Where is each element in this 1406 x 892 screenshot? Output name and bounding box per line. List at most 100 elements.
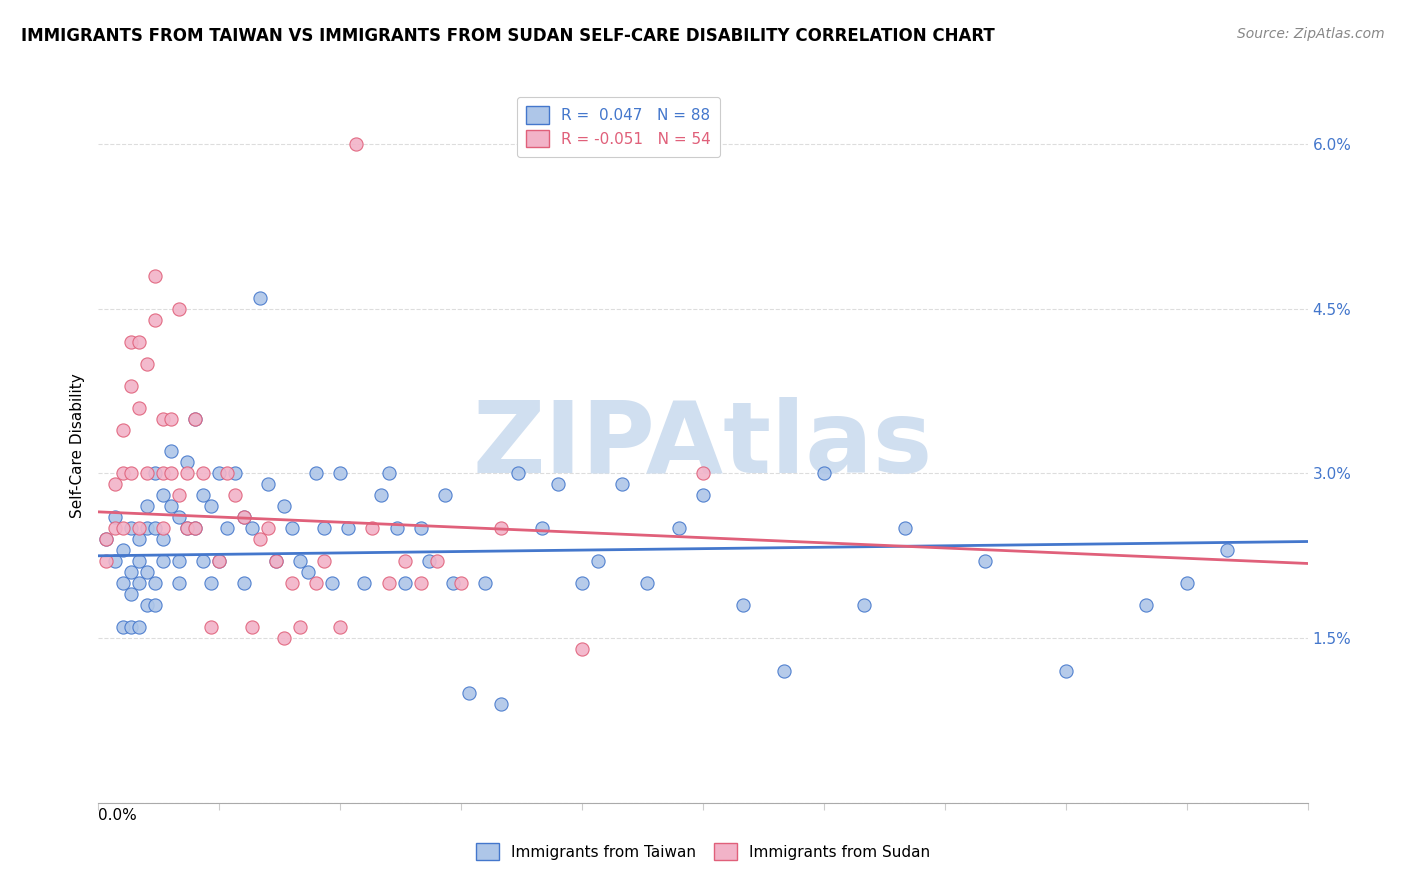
- Point: [441, 576, 464, 591]
- Point: [111, 620, 134, 634]
- Point: [176, 521, 198, 535]
- Point: [184, 411, 207, 425]
- Point: [176, 467, 198, 481]
- Point: [361, 521, 384, 535]
- Point: [152, 521, 174, 535]
- Point: [409, 521, 432, 535]
- Point: [409, 576, 432, 591]
- Point: [128, 554, 150, 568]
- Point: [120, 467, 142, 481]
- Point: [353, 576, 375, 591]
- Point: [273, 631, 295, 645]
- Point: [224, 488, 246, 502]
- Point: [152, 533, 174, 547]
- Point: [281, 576, 304, 591]
- Point: [96, 533, 118, 547]
- Point: [135, 598, 157, 612]
- Point: [143, 521, 166, 535]
- Point: [193, 467, 215, 481]
- Point: [120, 566, 142, 580]
- Point: [128, 620, 150, 634]
- Point: [184, 521, 207, 535]
- Point: [853, 598, 876, 612]
- Point: [458, 686, 481, 700]
- Point: [394, 554, 416, 568]
- Point: [111, 576, 134, 591]
- Text: IMMIGRANTS FROM TAIWAN VS IMMIGRANTS FROM SUDAN SELF-CARE DISABILITY CORRELATION: IMMIGRANTS FROM TAIWAN VS IMMIGRANTS FRO…: [21, 27, 995, 45]
- Point: [152, 554, 174, 568]
- Point: [733, 598, 755, 612]
- Point: [506, 467, 529, 481]
- Point: [249, 533, 271, 547]
- Point: [111, 521, 134, 535]
- Text: ZIPAtlas: ZIPAtlas: [472, 398, 934, 494]
- Point: [1054, 664, 1077, 678]
- Point: [111, 467, 134, 481]
- Point: [394, 576, 416, 591]
- Point: [264, 554, 287, 568]
- Point: [120, 587, 142, 601]
- Point: [128, 521, 150, 535]
- Point: [434, 488, 457, 502]
- Point: [167, 576, 190, 591]
- Point: [240, 521, 263, 535]
- Point: [547, 477, 569, 491]
- Point: [491, 697, 513, 711]
- Point: [305, 467, 328, 481]
- Point: [288, 620, 311, 634]
- Text: 0.0%: 0.0%: [98, 808, 138, 822]
- Point: [167, 554, 190, 568]
- Point: [692, 488, 714, 502]
- Point: [96, 533, 118, 547]
- Point: [344, 137, 367, 152]
- Point: [1135, 598, 1157, 612]
- Point: [120, 521, 142, 535]
- Point: [120, 334, 142, 349]
- Point: [135, 357, 157, 371]
- Point: [281, 521, 304, 535]
- Point: [321, 576, 343, 591]
- Point: [135, 566, 157, 580]
- Point: [167, 301, 190, 316]
- Point: [143, 467, 166, 481]
- Point: [160, 500, 183, 514]
- Point: [329, 620, 352, 634]
- Point: [1216, 543, 1239, 558]
- Point: [232, 510, 254, 524]
- Point: [974, 554, 997, 568]
- Point: [232, 510, 254, 524]
- Point: [530, 521, 553, 535]
- Point: [329, 467, 352, 481]
- Point: [288, 554, 311, 568]
- Point: [143, 598, 166, 612]
- Point: [143, 268, 166, 283]
- Point: [450, 576, 472, 591]
- Point: [120, 620, 142, 634]
- Point: [176, 521, 198, 535]
- Point: [143, 312, 166, 326]
- Point: [103, 521, 125, 535]
- Point: [612, 477, 634, 491]
- Point: [337, 521, 360, 535]
- Point: [200, 620, 222, 634]
- Point: [240, 620, 263, 634]
- Point: [167, 510, 190, 524]
- Point: [217, 467, 239, 481]
- Point: [135, 521, 157, 535]
- Point: [474, 576, 496, 591]
- Point: [208, 554, 231, 568]
- Point: [143, 576, 166, 591]
- Point: [418, 554, 440, 568]
- Point: [135, 500, 157, 514]
- Point: [152, 488, 174, 502]
- Point: [152, 467, 174, 481]
- Point: [249, 291, 271, 305]
- Point: [813, 467, 835, 481]
- Point: [160, 444, 183, 458]
- Point: [491, 521, 513, 535]
- Point: [103, 510, 125, 524]
- Point: [184, 521, 207, 535]
- Point: [314, 554, 336, 568]
- Point: [264, 554, 287, 568]
- Point: [208, 467, 231, 481]
